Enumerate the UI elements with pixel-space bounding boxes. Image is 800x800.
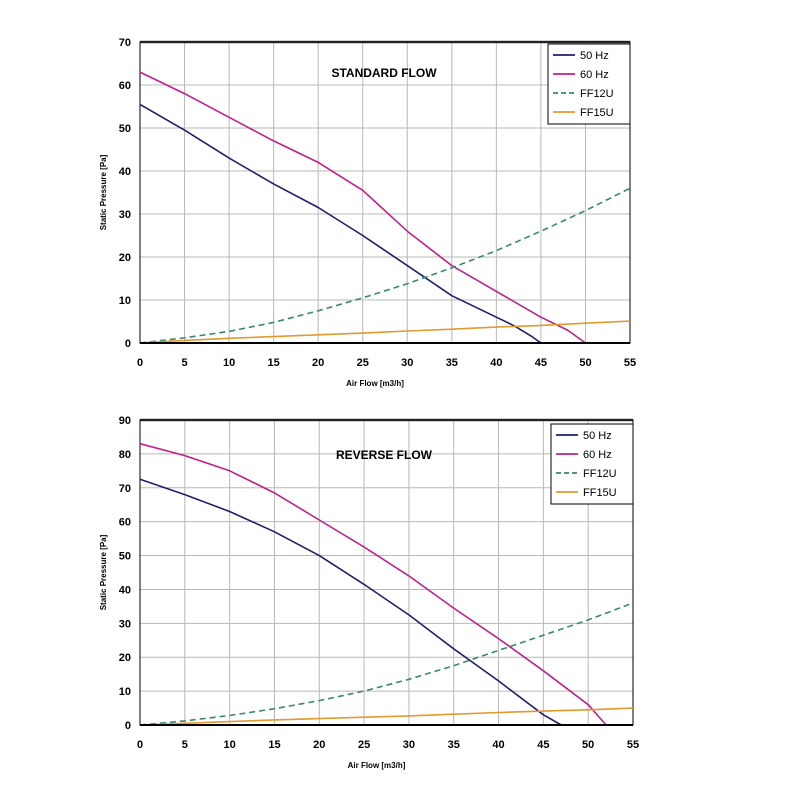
- x-tick-label: 30: [403, 739, 415, 751]
- x-tick-label: 5: [182, 739, 188, 751]
- x-tick-label: 45: [535, 357, 547, 369]
- series-line-60-hz: [139, 442, 607, 726]
- series-line-ff15u: [139, 320, 631, 344]
- x-tick-label: 35: [448, 739, 460, 751]
- y-tick-label: 30: [119, 618, 131, 630]
- y-tick-label: 90: [119, 415, 131, 427]
- x-tick-label: 55: [624, 357, 636, 369]
- standard-flow-chart: 0 10 20 30 40 50 60 70 0 5 10 15 20 25 30 35 40 45 50 55 S…: [99, 37, 636, 388]
- y-tick-label: 10: [119, 686, 131, 698]
- y-tick-label: 80: [119, 449, 131, 461]
- x-tick-label: 50: [582, 739, 594, 751]
- x-tick-label: 0: [137, 739, 143, 751]
- x-axis-label: Air Flow [m3/h]: [346, 379, 404, 388]
- x-tick-label: 40: [490, 357, 502, 369]
- legend-items: 50 Hz 60 Hz FF12U FF15U: [553, 50, 614, 119]
- y-tick-label: 10: [119, 295, 131, 307]
- y-tick-labels: 0 10 20 30 40 50 60 70 80 90: [119, 415, 131, 732]
- legend-label: FF15U: [583, 487, 617, 499]
- series-lines: [139, 71, 631, 344]
- series-line-60-hz: [139, 71, 586, 344]
- x-tick-label: 20: [313, 739, 325, 751]
- y-tick-label: 50: [119, 123, 131, 135]
- legend-label: FF12U: [580, 88, 614, 100]
- y-tick-label: 30: [119, 209, 131, 221]
- series-lines: [139, 442, 634, 726]
- x-tick-label: 40: [492, 739, 504, 751]
- legend-label: 60 Hz: [583, 449, 612, 461]
- legend-box: [550, 423, 634, 505]
- y-tick-label: 20: [119, 652, 131, 664]
- legend-items: 50 Hz 60 Hz FF12U FF15U: [556, 430, 617, 499]
- x-tick-label: 0: [137, 357, 143, 369]
- x-tick-label: 25: [358, 739, 370, 751]
- x-tick-label: 20: [312, 357, 324, 369]
- x-tick-label: 50: [579, 357, 591, 369]
- series-line-ff15u: [139, 707, 634, 726]
- series-line-ff12u: [139, 602, 634, 726]
- x-tick-label: 25: [357, 357, 369, 369]
- y-axis-label: Static Pressure [Pa]: [99, 154, 108, 230]
- legend-box: [547, 43, 631, 125]
- x-tick-label: 5: [181, 357, 187, 369]
- x-tick-label: 15: [268, 357, 280, 369]
- x-tick-labels: 0 5 10 15 20 25 30 35 40 45 50 55: [137, 739, 639, 751]
- y-tick-label: 70: [119, 483, 131, 495]
- y-axis-label: Static Pressure [Pa]: [99, 534, 108, 610]
- y-tick-label: 0: [125, 338, 131, 350]
- y-tick-label: 50: [119, 551, 131, 563]
- y-tick-labels: 0 10 20 30 40 50 60 70: [119, 37, 131, 350]
- legend-label: 50 Hz: [580, 50, 609, 62]
- x-tick-label: 10: [224, 739, 236, 751]
- x-tick-labels: 0 5 10 15 20 25 30 35 40 45 50 55: [137, 357, 636, 369]
- series-line-50-hz: [139, 478, 562, 726]
- legend-label: 50 Hz: [583, 430, 612, 442]
- y-tick-label: 40: [119, 166, 131, 178]
- chart-title: STANDARD FLOW: [331, 66, 437, 80]
- series-line-50-hz: [139, 103, 542, 344]
- reverse-flow-chart: 0 10 20 30 40 50 60 70 80 90 0 5 10 15 20 25 30 35 40 45 50…: [99, 415, 639, 770]
- legend-label: FF15U: [580, 107, 614, 119]
- x-tick-label: 15: [268, 739, 280, 751]
- x-tick-label: 45: [537, 739, 549, 751]
- legend: 50 Hz 60 Hz FF12U FF15U: [550, 423, 634, 505]
- x-axis-label: Air Flow [m3/h]: [348, 761, 406, 770]
- series-line-ff12u: [139, 187, 631, 344]
- y-tick-label: 0: [125, 720, 131, 732]
- y-tick-label: 60: [119, 517, 131, 529]
- legend-label: 60 Hz: [580, 69, 609, 81]
- x-tick-label: 30: [401, 357, 413, 369]
- x-tick-label: 55: [627, 739, 639, 751]
- legend-label: FF12U: [583, 468, 617, 480]
- y-tick-label: 60: [119, 80, 131, 92]
- y-tick-label: 40: [119, 584, 131, 596]
- x-tick-label: 10: [223, 357, 235, 369]
- y-tick-label: 70: [119, 37, 131, 49]
- x-tick-label: 35: [446, 357, 458, 369]
- chart-title: REVERSE FLOW: [336, 448, 433, 462]
- legend: 50 Hz 60 Hz FF12U FF15U: [547, 43, 631, 125]
- y-tick-label: 20: [119, 252, 131, 264]
